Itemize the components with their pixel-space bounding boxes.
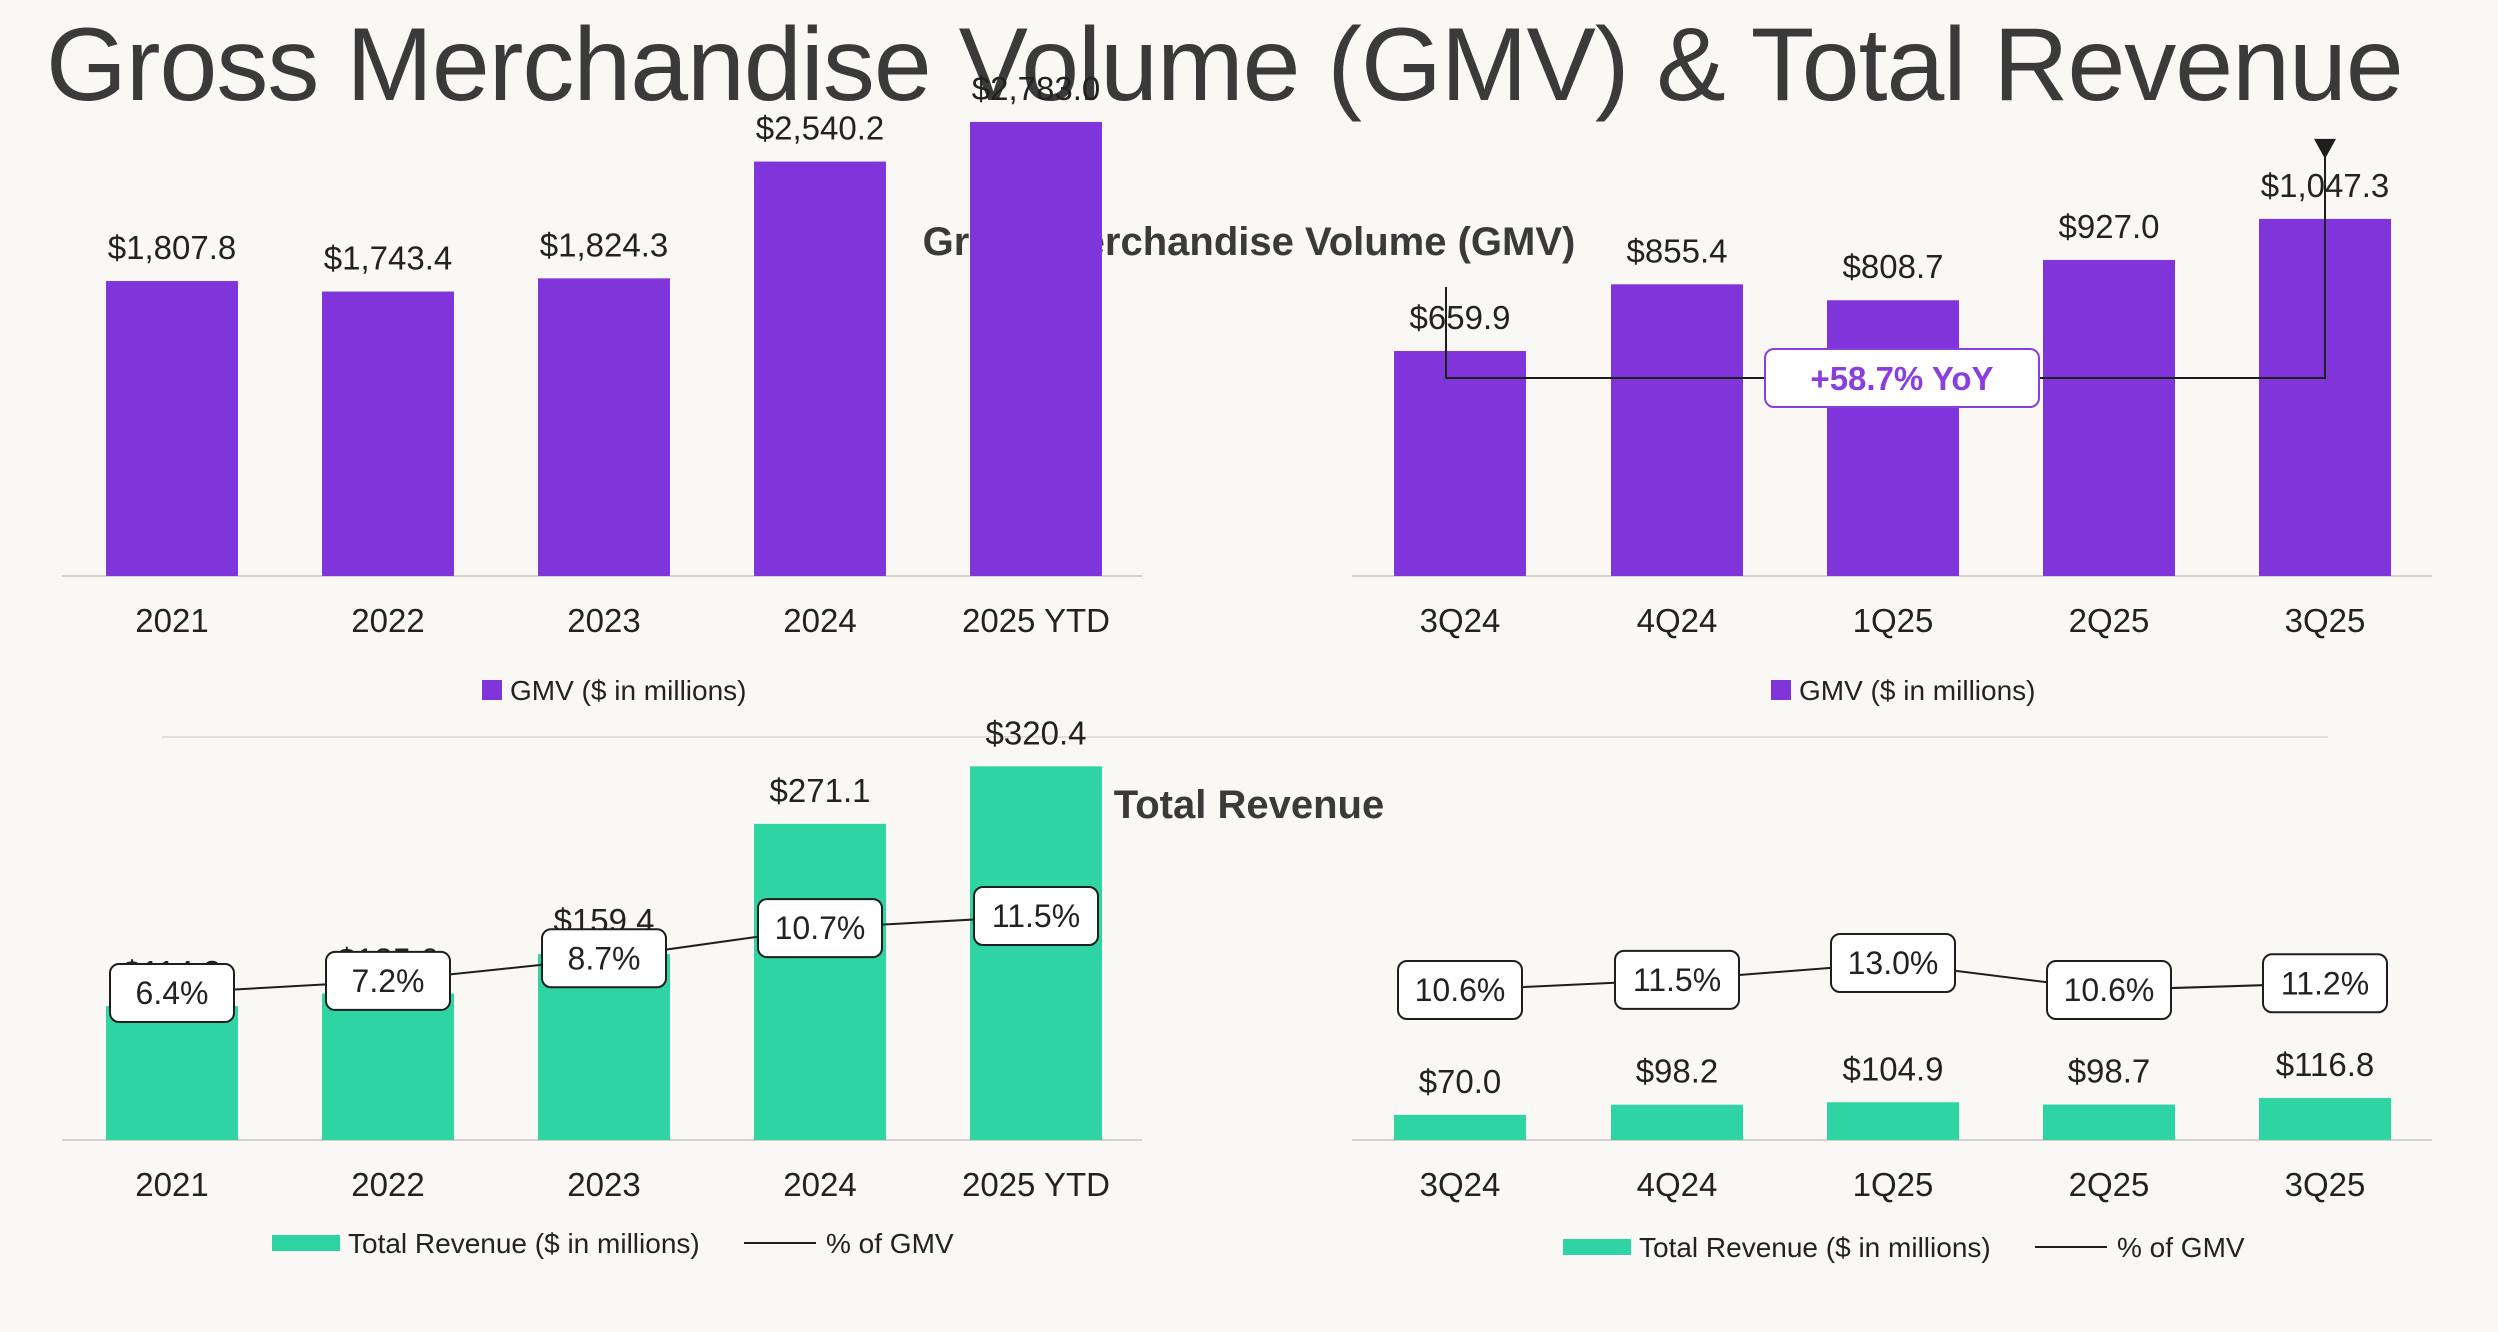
gmv-quarterly-data-label: $808.7 [1843, 248, 1944, 285]
revenue-annual-bar [970, 766, 1102, 1140]
gmv-annual-data-label: $1,824.3 [540, 226, 668, 263]
section-divider [162, 736, 2328, 738]
revenue-section-title: Total Revenue [1113, 783, 1385, 827]
revenue-quarterly-pct-label: 10.6% [1415, 972, 1506, 1008]
revenue-quarterly-pct-label: 10.6% [2064, 972, 2155, 1008]
revenue-quarterly-bar [1394, 1114, 1526, 1140]
revenue-annual-data-label: $320.4 [986, 714, 1087, 751]
revenue-quarterly-legend-swatch [1563, 1239, 1631, 1255]
page-title: Gross Merchandise Volume (GMV) & Total R… [46, 7, 2404, 123]
gmv-quarterly-legend-label: GMV ($ in millions) [1799, 675, 2035, 706]
revenue-annual-pct-box [109, 963, 235, 1023]
gmv-quarterly-category-label: 4Q24 [1637, 602, 1718, 639]
gmv-annual-bar [106, 281, 238, 576]
gmv-quarterly-bar [1827, 300, 1959, 576]
revenue-quarterly-pct-box [2046, 960, 2172, 1020]
revenue-quarterly-pct-label: 13.0% [1848, 945, 1939, 981]
gmv-annual-bar [538, 278, 670, 576]
gmv-annual-bar [322, 291, 454, 576]
gmv-annual-category-label: 2025 YTD [962, 602, 1110, 639]
revenue-quarterly-category-label: 1Q25 [1853, 1166, 1934, 1203]
revenue-annual-category-label: 2021 [135, 1166, 208, 1203]
revenue-annual-pct-label: 10.7% [775, 910, 866, 946]
revenue-quarterly-pct-box [1614, 949, 1740, 1010]
gmv-annual-legend-label: GMV ($ in millions) [510, 675, 746, 706]
revenue-quarterly-data-label: $104.9 [1843, 1050, 1944, 1087]
gmv-annual-data-label: $2,783.0 [972, 70, 1100, 107]
gmv-annual-legend-swatch [482, 680, 502, 700]
revenue-annual-pct-box [541, 928, 667, 989]
gmv-annual-data-label: $1,743.4 [324, 240, 452, 277]
gmv-yoy-label: +58.7% YoY [1810, 360, 1993, 397]
revenue-quarterly-legend-label: Total Revenue ($ in millions) [1639, 1232, 1991, 1263]
revenue-quarterly-pct-box [1830, 933, 1956, 993]
revenue-annual-legend-label: % of GMV [826, 1228, 954, 1259]
revenue-annual-pct-label: 6.4% [136, 975, 209, 1011]
revenue-quarterly-pct-label: 11.5% [1633, 962, 1721, 998]
revenue-annual-bar [322, 993, 454, 1140]
gmv-quarterly-bar [2043, 259, 2175, 576]
revenue-quarterly-pct-label: 11.2% [2281, 965, 2369, 1001]
revenue-quarterly-data-label: $70.0 [1419, 1063, 1502, 1100]
gmv-yoy-badge [1764, 348, 2040, 408]
revenue-annual-legend-label: Total Revenue ($ in millions) [348, 1228, 700, 1259]
revenue-quarterly-data-label: $98.2 [1636, 1053, 1719, 1090]
gmv-quarterly-bar [1394, 350, 1526, 576]
gmv-quarterly-legend-swatch [1771, 680, 1791, 700]
gmv-quarterly-category-label: 2Q25 [2069, 602, 2150, 639]
revenue-annual-category-label: 2022 [351, 1166, 424, 1203]
revenue-annual-bar [754, 823, 886, 1140]
revenue-quarterly-category-label: 4Q24 [1637, 1166, 1718, 1203]
revenue-annual-category-label: 2025 YTD [962, 1166, 1110, 1203]
gmv-quarterly-data-label: $855.4 [1627, 232, 1728, 269]
gmv-quarterly-data-label: $659.9 [1410, 299, 1511, 336]
revenue-quarterly-pct-box [1397, 960, 1523, 1020]
revenue-annual-data-label: $271.1 [770, 772, 871, 809]
revenue-annual-pct-box [757, 898, 883, 959]
revenue-quarterly-category-label: 3Q24 [1420, 1166, 1501, 1203]
revenue-quarterly-category-label: 3Q25 [2285, 1166, 2366, 1203]
gmv-quarterly-bar [1611, 284, 1743, 576]
gmv-annual-category-label: 2021 [135, 602, 208, 639]
gmv-quarterly-data-label: $927.0 [2059, 208, 2160, 245]
gmv-yoy-arrow [2314, 138, 2336, 159]
gmv-quarterly-category-label: 3Q25 [2285, 602, 2366, 639]
gmv-annual-bar [754, 161, 886, 576]
gmv-quarterly-category-label: 1Q25 [1853, 602, 1934, 639]
revenue-quarterly-data-label: $98.7 [2068, 1053, 2151, 1090]
revenue-quarterly-category-label: 2Q25 [2069, 1166, 2150, 1203]
revenue-quarterly-bar [1611, 1104, 1743, 1140]
revenue-quarterly-bar [1827, 1102, 1959, 1140]
revenue-annual-category-label: 2024 [783, 1166, 856, 1203]
revenue-annual-bar [106, 1006, 238, 1140]
revenue-quarterly-data-label: $116.8 [2276, 1046, 2374, 1083]
revenue-quarterly-bar [2043, 1104, 2175, 1140]
revenue-annual-legend-swatch [272, 1235, 340, 1251]
gmv-annual-bar [970, 121, 1102, 576]
revenue-annual-category-label: 2023 [567, 1166, 640, 1203]
gmv-annual-category-label: 2022 [351, 602, 424, 639]
gmv-annual-data-label: $2,540.2 [756, 110, 884, 147]
revenue-quarterly-pct-box [2262, 953, 2388, 1014]
gmv-annual-category-label: 2024 [783, 602, 856, 639]
gmv-annual-data-label: $1,807.8 [108, 229, 236, 266]
revenue-annual-pct-label: 8.7% [568, 940, 641, 976]
gmv-quarterly-category-label: 3Q24 [1420, 602, 1501, 639]
revenue-annual-pct-box [325, 950, 451, 1011]
revenue-annual-pct-box [973, 886, 1099, 946]
revenue-quarterly-bar [2259, 1098, 2391, 1140]
revenue-quarterly-legend-label: % of GMV [2117, 1232, 2245, 1263]
revenue-annual-pct-label: 7.2% [352, 963, 425, 999]
revenue-annual-pct-label: 11.5% [992, 898, 1080, 934]
gmv-annual-category-label: 2023 [567, 602, 640, 639]
